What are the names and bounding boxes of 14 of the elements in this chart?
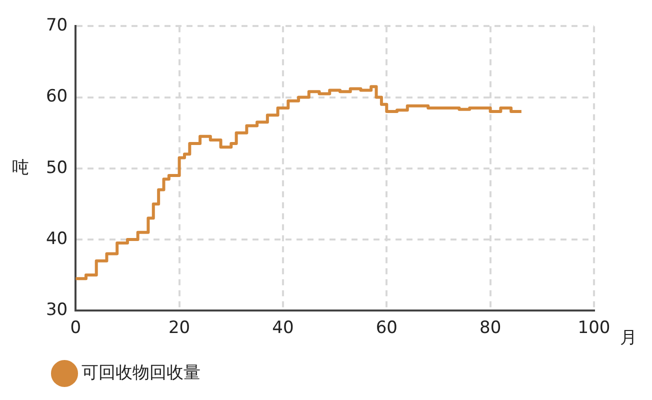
legend-label: 可回收物回收量 [82, 362, 200, 383]
x-tick-label: 100 [578, 318, 610, 338]
x-tick-label: 80 [480, 318, 502, 338]
x-tick-label: 20 [168, 318, 190, 338]
x-tick-label: 40 [272, 318, 294, 338]
x-tick-label: 0 [70, 318, 82, 338]
y-tick-label: 50 [46, 158, 68, 178]
y-tick-label: 60 [46, 86, 68, 107]
y-tick-label: 30 [46, 300, 68, 320]
y-tick-label: 40 [46, 228, 68, 249]
x-tick-label: 60 [376, 318, 398, 338]
x-axis-title: 月 [620, 328, 637, 348]
y-tick-label: 70 [46, 16, 68, 36]
y-axis-title: 吨 [12, 158, 29, 178]
